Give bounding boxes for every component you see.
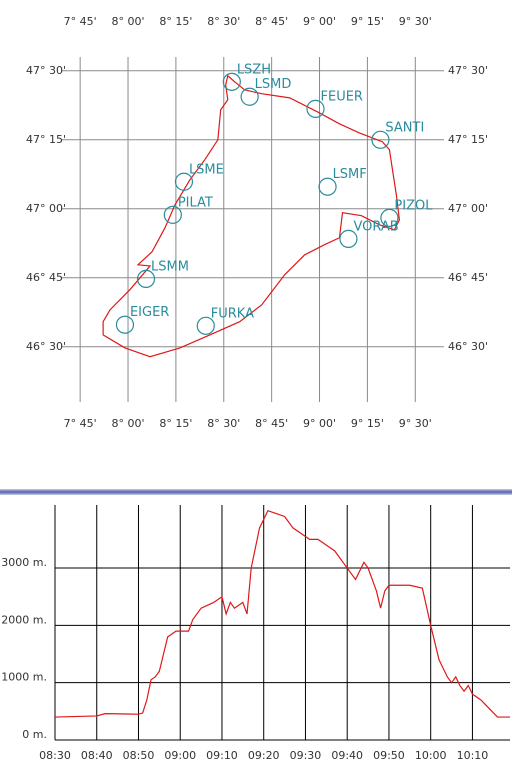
y-tick-label: 46° 30' [26,340,66,353]
x-tick-label: 08:30 [39,749,71,762]
x-tick-label: 09:20 [248,749,280,762]
waypoint-label: VORAB [353,219,398,234]
waypoint [163,205,182,224]
x-tick-label: 09:00 [164,749,196,762]
waypoint-label: PIZOL [394,198,433,213]
separator [0,489,512,495]
waypoint-label: LSZH [237,62,271,77]
y-tick-label: 46° 45' [26,271,66,284]
x-tick-label: 08:50 [123,749,155,762]
waypoint [174,172,194,191]
y-tick-label: 47° 15' [26,133,66,146]
y-tick-label: 47° 00' [448,202,488,215]
waypoint [196,316,215,335]
x-tick-label: 8° 15' [159,417,192,430]
y-tick-label: 3000 m. [1,556,47,569]
waypoint [318,177,337,196]
x-tick-label: 9° 30' [399,15,432,28]
x-tick-label: 09:40 [331,749,363,762]
x-tick-label: 9° 00' [303,15,336,28]
x-tick-label: 10:00 [415,749,447,762]
y-tick-label: 47° 30' [26,64,66,77]
waypoint [306,99,325,118]
x-tick-label: 9° 00' [303,417,336,430]
y-tick-label: 46° 30' [448,340,488,353]
waypoint-label: LSME [189,162,224,177]
flight-track [102,74,400,358]
waypoint [380,208,399,228]
waypoint-label: LSMF [333,167,367,182]
x-tick-label: 8° 45' [255,15,288,28]
x-tick-label: 09:30 [290,749,322,762]
y-tick-label: 47° 15' [448,133,488,146]
y-tick-label: 2000 m. [1,613,47,626]
waypoint [115,315,135,334]
waypoint-label: LSMD [255,77,292,92]
y-tick-label: 0 m. [22,728,47,741]
waypoint-label: FURKA [211,306,254,321]
y-tick-label: 47° 30' [448,64,488,77]
x-tick-label: 7° 45' [64,417,97,430]
waypoint-label: PILAT [178,195,213,210]
x-tick-label: 8° 30' [207,417,240,430]
x-tick-label: 9° 30' [399,417,432,430]
x-tick-label: 8° 15' [159,15,192,28]
waypoint-label: SANTI [385,120,424,135]
x-tick-label: 8° 00' [112,417,145,430]
waypoint [222,72,241,91]
x-tick-label: 8° 30' [207,15,240,28]
waypoint [339,229,358,248]
x-tick-label: 8° 00' [112,15,145,28]
waypoint-label: LSMM [151,259,189,274]
waypoint-label: EIGER [130,305,169,320]
x-tick-label: 10:10 [457,749,489,762]
altitude-line [54,509,510,718]
waypoint [240,87,259,106]
x-tick-label: 8° 45' [255,417,288,430]
waypoint-label: FEUER [321,89,363,104]
x-tick-label: 08:40 [81,749,113,762]
x-tick-label: 09:10 [206,749,238,762]
x-tick-label: 9° 15' [351,417,384,430]
x-tick-label: 09:50 [373,749,405,762]
y-tick-label: 47° 00' [26,202,66,215]
waypoint [371,130,390,149]
x-tick-label: 9° 15' [351,15,384,28]
waypoint [136,269,156,289]
x-tick-label: 7° 45' [64,15,97,28]
y-tick-label: 46° 45' [448,271,488,284]
y-tick-label: 1000 m. [1,671,47,684]
